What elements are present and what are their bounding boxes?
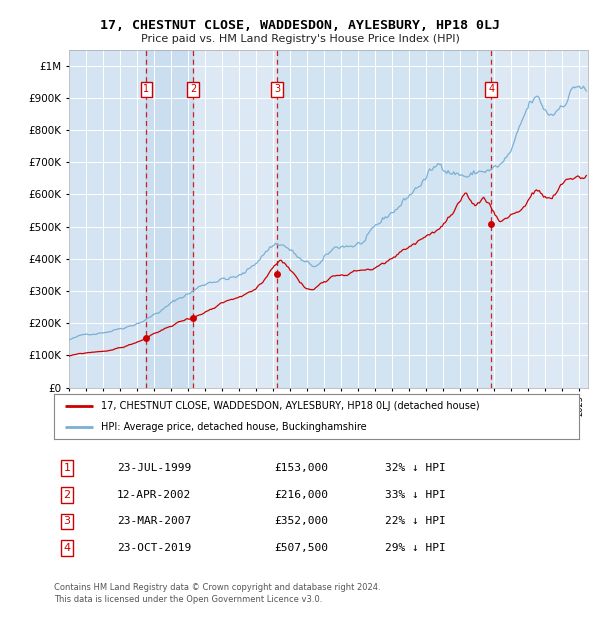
Bar bbox=[69, 50, 146, 388]
Text: £153,000: £153,000 bbox=[275, 463, 329, 473]
Text: 1: 1 bbox=[64, 463, 71, 473]
Text: 32% ↓ HPI: 32% ↓ HPI bbox=[385, 463, 445, 473]
Text: 23-JUL-1999: 23-JUL-1999 bbox=[117, 463, 191, 473]
Text: £216,000: £216,000 bbox=[275, 490, 329, 500]
Text: £352,000: £352,000 bbox=[275, 516, 329, 526]
Text: HPI: Average price, detached house, Buckinghamshire: HPI: Average price, detached house, Buck… bbox=[101, 422, 367, 432]
Text: 2: 2 bbox=[64, 490, 71, 500]
Bar bbox=[146, 50, 193, 388]
Text: 3: 3 bbox=[64, 516, 71, 526]
Text: 17, CHESTNUT CLOSE, WADDESDON, AYLESBURY, HP18 0LJ (detached house): 17, CHESTNUT CLOSE, WADDESDON, AYLESBURY… bbox=[101, 401, 480, 412]
Text: This data is licensed under the Open Government Licence v3.0.: This data is licensed under the Open Gov… bbox=[54, 595, 322, 604]
Text: 2: 2 bbox=[190, 84, 196, 94]
Text: 22% ↓ HPI: 22% ↓ HPI bbox=[385, 516, 445, 526]
Text: 23-MAR-2007: 23-MAR-2007 bbox=[117, 516, 191, 526]
Text: 1: 1 bbox=[143, 84, 149, 94]
Text: 17, CHESTNUT CLOSE, WADDESDON, AYLESBURY, HP18 0LJ: 17, CHESTNUT CLOSE, WADDESDON, AYLESBURY… bbox=[100, 19, 500, 32]
Text: Price paid vs. HM Land Registry's House Price Index (HPI): Price paid vs. HM Land Registry's House … bbox=[140, 34, 460, 44]
Bar bbox=[277, 50, 491, 388]
Text: 33% ↓ HPI: 33% ↓ HPI bbox=[385, 490, 445, 500]
Text: 4: 4 bbox=[64, 543, 71, 553]
Text: 12-APR-2002: 12-APR-2002 bbox=[117, 490, 191, 500]
Text: £507,500: £507,500 bbox=[275, 543, 329, 553]
Text: 4: 4 bbox=[488, 84, 494, 94]
Text: 3: 3 bbox=[274, 84, 280, 94]
Text: Contains HM Land Registry data © Crown copyright and database right 2024.: Contains HM Land Registry data © Crown c… bbox=[54, 583, 380, 592]
Text: 29% ↓ HPI: 29% ↓ HPI bbox=[385, 543, 445, 553]
Text: 23-OCT-2019: 23-OCT-2019 bbox=[117, 543, 191, 553]
